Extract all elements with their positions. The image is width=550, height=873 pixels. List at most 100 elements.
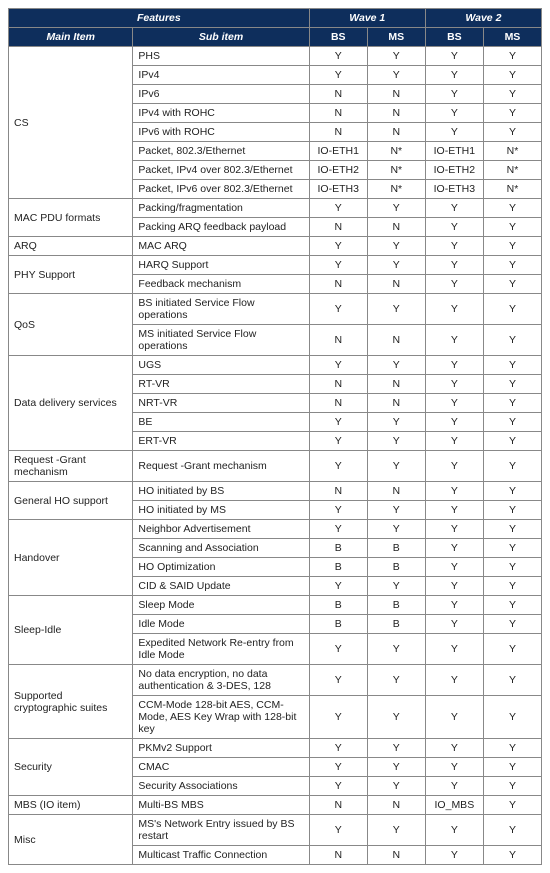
main-item-cell: Supported cryptographic suites — [9, 665, 133, 739]
value-cell-w1bs: IO-ETH1 — [309, 142, 367, 161]
value-cell-w1ms: Y — [367, 199, 425, 218]
value-cell-w2ms: Y — [483, 325, 541, 356]
value-cell-w1bs: IO-ETH3 — [309, 180, 367, 199]
sub-item-cell: HO initiated by MS — [133, 501, 309, 520]
value-cell-w1ms: N — [367, 218, 425, 237]
value-cell-w2bs: Y — [425, 596, 483, 615]
value-cell-w2ms: Y — [483, 294, 541, 325]
value-cell-w2bs: Y — [425, 104, 483, 123]
value-cell-w1bs: N — [309, 375, 367, 394]
value-cell-w1bs: Y — [309, 356, 367, 375]
header-sub-item: Sub item — [133, 28, 309, 47]
value-cell-w1ms: Y — [367, 294, 425, 325]
value-cell-w2ms: Y — [483, 777, 541, 796]
value-cell-w1bs: B — [309, 596, 367, 615]
value-cell-w1ms: Y — [367, 739, 425, 758]
value-cell-w1bs: Y — [309, 47, 367, 66]
value-cell-w2bs: Y — [425, 634, 483, 665]
value-cell-w2bs: Y — [425, 325, 483, 356]
table-row: Supported cryptographic suitesNo data en… — [9, 665, 542, 696]
value-cell-w2bs: Y — [425, 199, 483, 218]
sub-item-cell: Multicast Traffic Connection — [133, 846, 309, 865]
table-row: Request -Grant mechanismRequest -Grant m… — [9, 451, 542, 482]
value-cell-w2bs: Y — [425, 375, 483, 394]
value-cell-w1ms: Y — [367, 634, 425, 665]
value-cell-w1ms: Y — [367, 758, 425, 777]
value-cell-w1bs: Y — [309, 237, 367, 256]
sub-item-cell: PKMv2 Support — [133, 739, 309, 758]
value-cell-w2bs: Y — [425, 558, 483, 577]
value-cell-w2ms: Y — [483, 256, 541, 275]
value-cell-w2ms: Y — [483, 199, 541, 218]
table-row: QoSBS initiated Service Flow operationsY… — [9, 294, 542, 325]
value-cell-w2bs: IO-ETH2 — [425, 161, 483, 180]
sub-item-cell: Sleep Mode — [133, 596, 309, 615]
value-cell-w1bs: Y — [309, 294, 367, 325]
header-w2-bs: BS — [425, 28, 483, 47]
value-cell-w2ms: N* — [483, 180, 541, 199]
main-item-cell: CS — [9, 47, 133, 199]
main-item-cell: Handover — [9, 520, 133, 596]
value-cell-w1ms: Y — [367, 577, 425, 596]
value-cell-w1bs: N — [309, 123, 367, 142]
value-cell-w1ms: B — [367, 615, 425, 634]
sub-item-cell: CMAC — [133, 758, 309, 777]
main-item-cell: Misc — [9, 815, 133, 865]
value-cell-w2bs: Y — [425, 85, 483, 104]
value-cell-w2bs: IO-ETH1 — [425, 142, 483, 161]
value-cell-w1bs: Y — [309, 665, 367, 696]
value-cell-w2ms: Y — [483, 375, 541, 394]
value-cell-w2bs: Y — [425, 501, 483, 520]
main-item-cell: PHY Support — [9, 256, 133, 294]
header-main-item: Main Item — [9, 28, 133, 47]
sub-item-cell: Scanning and Association — [133, 539, 309, 558]
value-cell-w2ms: Y — [483, 275, 541, 294]
value-cell-w2ms: Y — [483, 739, 541, 758]
value-cell-w1ms: Y — [367, 665, 425, 696]
table-row: ARQMAC ARQYYYY — [9, 237, 542, 256]
value-cell-w1bs: Y — [309, 199, 367, 218]
value-cell-w1bs: N — [309, 796, 367, 815]
value-cell-w1ms: Y — [367, 777, 425, 796]
value-cell-w1ms: B — [367, 558, 425, 577]
main-item-cell: Security — [9, 739, 133, 796]
sub-item-cell: Multi-BS MBS — [133, 796, 309, 815]
value-cell-w2bs: Y — [425, 696, 483, 739]
sub-item-cell: Packet, 802.3/Ethernet — [133, 142, 309, 161]
value-cell-w2bs: Y — [425, 356, 483, 375]
value-cell-w2ms: Y — [483, 758, 541, 777]
table-row: MBS (IO item)Multi-BS MBSNNIO_MBSY — [9, 796, 542, 815]
value-cell-w2ms: Y — [483, 696, 541, 739]
value-cell-w1bs: N — [309, 275, 367, 294]
value-cell-w1ms: N — [367, 482, 425, 501]
table-row: PHY SupportHARQ SupportYYYY — [9, 256, 542, 275]
value-cell-w2ms: N* — [483, 142, 541, 161]
value-cell-w1bs: Y — [309, 739, 367, 758]
value-cell-w1ms: N — [367, 846, 425, 865]
sub-item-cell: Request -Grant mechanism — [133, 451, 309, 482]
value-cell-w1ms: B — [367, 596, 425, 615]
sub-item-cell: Security Associations — [133, 777, 309, 796]
sub-item-cell: HO initiated by BS — [133, 482, 309, 501]
value-cell-w1ms: Y — [367, 520, 425, 539]
value-cell-w1bs: Y — [309, 758, 367, 777]
table-row: General HO supportHO initiated by BSNNYY — [9, 482, 542, 501]
table-row: MiscMS's Network Entry issued by BS rest… — [9, 815, 542, 846]
value-cell-w2ms: N* — [483, 161, 541, 180]
sub-item-cell: No data encryption, no data authenticati… — [133, 665, 309, 696]
table-row: HandoverNeighbor AdvertisementYYYY — [9, 520, 542, 539]
header-w1-ms: MS — [367, 28, 425, 47]
value-cell-w2bs: Y — [425, 482, 483, 501]
table-row: Sleep-IdleSleep ModeBBYY — [9, 596, 542, 615]
sub-item-cell: UGS — [133, 356, 309, 375]
value-cell-w2ms: Y — [483, 356, 541, 375]
sub-item-cell: IPv4 — [133, 66, 309, 85]
value-cell-w1bs: Y — [309, 256, 367, 275]
value-cell-w2ms: Y — [483, 85, 541, 104]
table-row: MAC PDU formatsPacking/fragmentationYYYY — [9, 199, 542, 218]
value-cell-w1ms: Y — [367, 47, 425, 66]
value-cell-w1bs: Y — [309, 815, 367, 846]
value-cell-w1bs: N — [309, 482, 367, 501]
sub-item-cell: MS initiated Service Flow operations — [133, 325, 309, 356]
value-cell-w1bs: Y — [309, 451, 367, 482]
